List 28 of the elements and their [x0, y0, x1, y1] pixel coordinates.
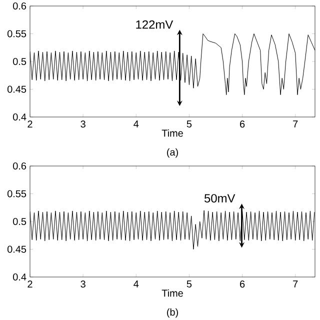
- x-tick-label: 4: [134, 120, 139, 128]
- y-tick-label: 0.55: [7, 30, 26, 38]
- x-tick-label: 6: [240, 280, 245, 288]
- y-tick-label: 0.45: [7, 86, 26, 93]
- x-tick-label: 7: [293, 280, 298, 288]
- x-tick-label: 2: [28, 280, 32, 288]
- y-tick-label: 0.5: [13, 58, 26, 66]
- y-tick-label: 0.6: [13, 2, 26, 10]
- x-tick-label: 5: [186, 120, 192, 128]
- y-tick-label: 0.4: [13, 273, 26, 281]
- x-tick-label: 4: [134, 280, 139, 288]
- annotation: 122mV: [136, 20, 174, 29]
- x-axis-title: Time: [162, 129, 183, 137]
- x-tick-label: 3: [80, 120, 86, 128]
- text: (a): [167, 148, 178, 158]
- y-tick-label: 0.6: [13, 162, 26, 170]
- x-tick-label: 6: [240, 120, 245, 128]
- y-tick-label: 0.55: [7, 190, 26, 198]
- y-tick-label: 0.4: [13, 113, 26, 121]
- x-tick-label: 7: [293, 120, 298, 128]
- x-tick-label: 3: [80, 280, 86, 288]
- y-tick-label: 0.5: [13, 218, 26, 226]
- y-tick-label: 0.45: [7, 246, 26, 253]
- x-tick-label: 2: [28, 120, 32, 128]
- x-axis-title: Time: [162, 289, 183, 297]
- x-tick-label: 5: [186, 280, 192, 288]
- annotation: 50mV: [204, 194, 236, 203]
- text: (b): [167, 308, 178, 318]
